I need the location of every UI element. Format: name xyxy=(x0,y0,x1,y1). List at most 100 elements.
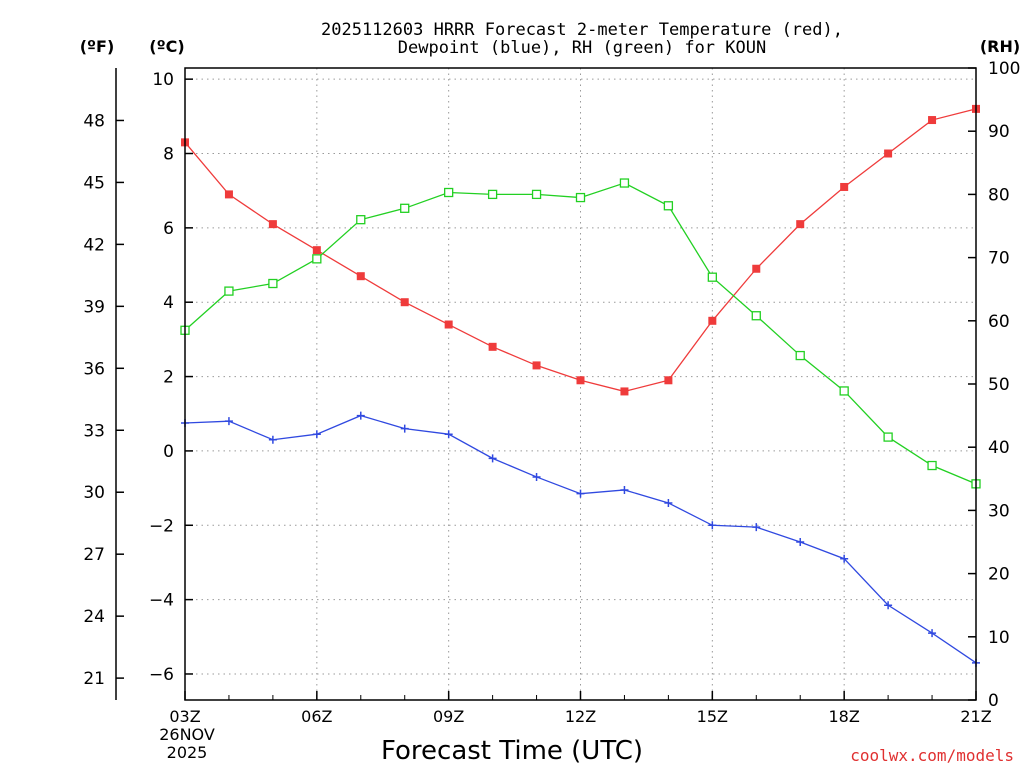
rh-point xyxy=(487,189,498,200)
temperature-point xyxy=(356,272,365,281)
dewpoint-point xyxy=(268,435,277,444)
dewpoint-point xyxy=(576,489,585,498)
dewpoint-point xyxy=(620,485,629,494)
temperature-point xyxy=(664,376,673,385)
rh-point xyxy=(400,203,410,213)
rh-tick-label: 80 xyxy=(988,185,1010,205)
dewpoint-point xyxy=(884,601,893,610)
temperature-point xyxy=(400,298,409,307)
rh-tick-label: 70 xyxy=(988,249,1010,269)
x-tick-label: 15Z xyxy=(697,707,728,726)
temperature-point xyxy=(312,246,321,255)
rh-unit-label: (RH) xyxy=(980,37,1020,56)
temperature-point xyxy=(488,342,497,351)
date-label-year: 2025 xyxy=(167,743,208,762)
temperature-point xyxy=(532,361,541,370)
rh-tick-label: 60 xyxy=(988,312,1010,332)
fahrenheit-tick-label: 39 xyxy=(83,297,105,317)
celsius-tick-label: −2 xyxy=(149,516,174,536)
credit-label: coolwx.com/models xyxy=(850,746,1014,765)
rh-point xyxy=(707,272,717,282)
rh-point xyxy=(751,311,761,321)
rh-point xyxy=(883,432,893,442)
fahrenheit-tick-label: 36 xyxy=(83,359,105,379)
fahrenheit-tick-label: 42 xyxy=(83,235,105,255)
temperature-point xyxy=(928,116,937,125)
dewpoint-point xyxy=(752,523,761,532)
celsius-tick-label: −4 xyxy=(149,591,174,611)
dewpoint-point xyxy=(224,417,233,426)
axes: −6−4−20246810212427303336394245480102030… xyxy=(83,59,1020,726)
rh-point xyxy=(268,278,278,289)
fahrenheit-tick-label: 33 xyxy=(83,421,105,441)
rh-tick-label: 90 xyxy=(988,122,1010,142)
rh-point xyxy=(795,350,805,361)
rh-point xyxy=(575,192,586,203)
dewpoint-line xyxy=(184,414,977,664)
dewpoint-point xyxy=(356,411,365,420)
dewpoint-point xyxy=(312,430,321,439)
date-label-day: 26NOV xyxy=(159,725,215,744)
x-axis-title: Forecast Time (UTC) xyxy=(381,736,643,766)
x-tick-label: 03Z xyxy=(169,707,200,726)
x-tick-label: 21Z xyxy=(960,707,991,726)
fahrenheit-tick-label: 30 xyxy=(83,483,105,503)
fahrenheit-tick-label: 45 xyxy=(83,173,105,193)
rh-point xyxy=(839,386,849,396)
temperature-point xyxy=(840,182,849,191)
fahrenheit-unit-label: (ºF) xyxy=(80,37,115,56)
rh-tick-label: 30 xyxy=(988,501,1010,521)
temperature-point xyxy=(224,190,233,199)
rh-point xyxy=(531,189,542,200)
rh-point xyxy=(356,215,366,225)
celsius-unit-label: (ºC) xyxy=(149,37,184,56)
fahrenheit-tick-label: 48 xyxy=(83,111,105,131)
dewpoint-point xyxy=(488,454,497,463)
temperature-point xyxy=(796,220,805,229)
celsius-tick-label: 6 xyxy=(163,219,174,239)
celsius-tick-label: 4 xyxy=(163,293,174,313)
dewpoint-point xyxy=(928,629,937,638)
x-tick-label: 12Z xyxy=(565,707,596,726)
dewpoint-point xyxy=(664,498,673,507)
temperature-point xyxy=(576,376,585,385)
rh-point xyxy=(619,178,630,188)
series-layer xyxy=(180,104,981,667)
celsius-tick-label: 10 xyxy=(152,70,174,90)
celsius-tick-label: 0 xyxy=(163,442,174,462)
rh-point xyxy=(663,201,674,211)
x-tick-label: 09Z xyxy=(433,707,464,726)
rh-point xyxy=(224,286,234,296)
temperature-point xyxy=(884,149,893,158)
rh-point xyxy=(444,187,454,198)
rh-point xyxy=(312,254,322,264)
chart-title-line-2: Dewpoint (blue), RH (green) for KOUN xyxy=(398,38,766,58)
x-tick-label: 06Z xyxy=(301,707,332,726)
dewpoint-point xyxy=(840,554,849,563)
celsius-tick-label: 8 xyxy=(163,145,174,165)
rh-tick-label: 0 xyxy=(988,691,999,711)
dewpoint-point xyxy=(532,472,541,481)
rh-tick-label: 10 xyxy=(988,628,1010,648)
chart-title-line-1: 2025112603 HRRR Forecast 2-meter Tempera… xyxy=(321,20,843,40)
rh-tick-label: 100 xyxy=(988,59,1020,79)
dewpoint-point xyxy=(444,430,453,439)
temperature-point xyxy=(268,220,277,229)
celsius-tick-label: 2 xyxy=(163,368,174,388)
dewpoint-point xyxy=(796,538,805,546)
temperature-point xyxy=(752,264,761,273)
celsius-tick-label: −6 xyxy=(149,665,174,685)
temperature-point xyxy=(708,316,717,325)
rh-tick-label: 50 xyxy=(988,375,1010,395)
fahrenheit-tick-label: 24 xyxy=(83,607,105,627)
temperature-point xyxy=(444,320,453,329)
fahrenheit-tick-label: 21 xyxy=(83,669,105,689)
x-tick-label: 18Z xyxy=(829,707,860,726)
dewpoint-point xyxy=(708,521,717,530)
rh-point xyxy=(927,460,937,471)
dewpoint-point xyxy=(400,424,409,433)
temperature-point xyxy=(620,387,629,396)
rh-tick-label: 40 xyxy=(988,438,1010,458)
fahrenheit-tick-label: 27 xyxy=(83,545,105,565)
